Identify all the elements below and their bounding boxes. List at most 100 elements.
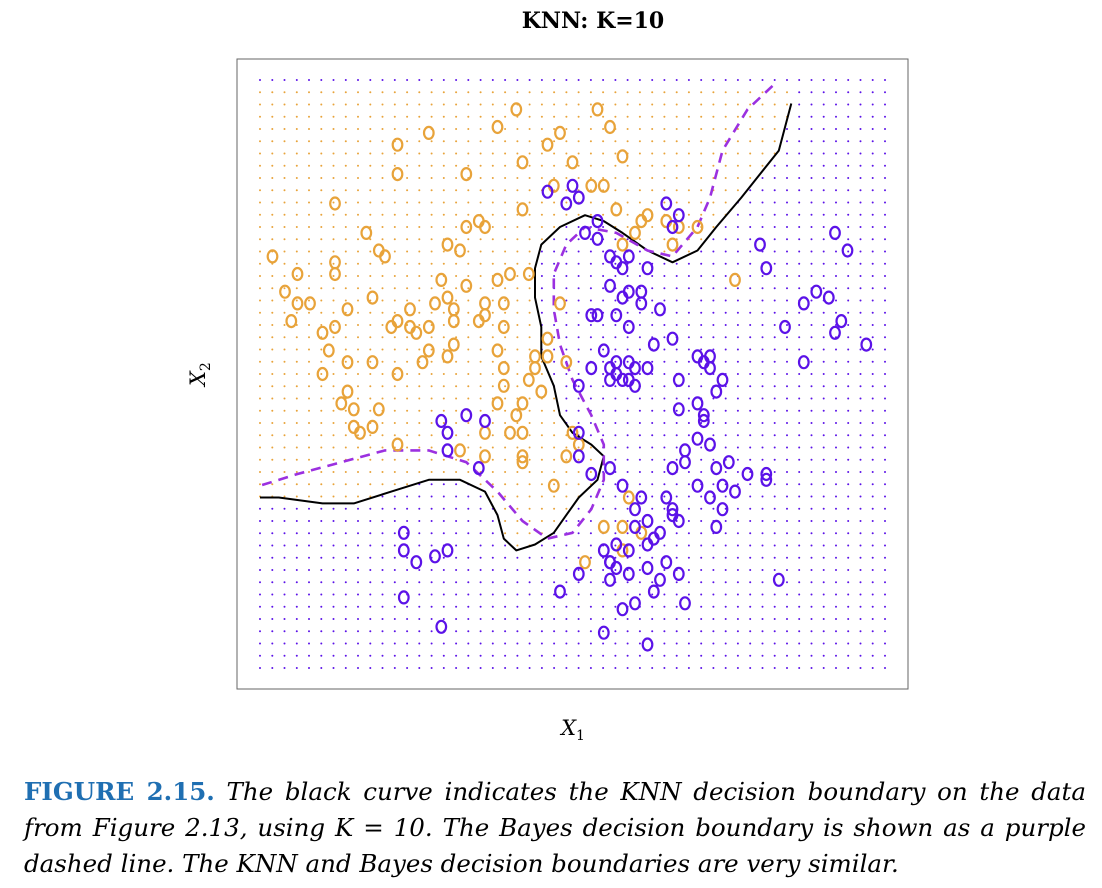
grid-dot xyxy=(528,128,531,130)
grid-dot xyxy=(565,128,568,130)
grid-dot xyxy=(295,397,298,400)
grid-dot xyxy=(271,544,274,547)
grid-dot xyxy=(332,409,335,412)
grid-dot xyxy=(479,495,482,498)
grid-dot xyxy=(700,618,703,620)
grid-dot xyxy=(577,128,580,130)
grid-dot xyxy=(651,507,654,510)
grid-dot xyxy=(638,238,641,241)
grid-dot xyxy=(381,311,384,314)
grid-dot xyxy=(871,397,874,400)
grid-dot xyxy=(430,642,433,645)
grid-dot xyxy=(638,128,641,130)
orange-class-point xyxy=(479,308,491,323)
grid-dot xyxy=(283,287,286,290)
grid-dot xyxy=(761,385,764,388)
grid-dot xyxy=(871,164,874,167)
grid-dot xyxy=(724,642,727,645)
grid-dot xyxy=(504,581,507,584)
grid-dot xyxy=(589,348,592,351)
grid-dot xyxy=(479,654,482,657)
grid-dot xyxy=(687,642,690,645)
grid-dot xyxy=(553,471,556,473)
blue-class-point xyxy=(666,331,679,346)
grid-dot xyxy=(847,605,850,608)
grid-dot xyxy=(344,79,347,81)
grid-dot xyxy=(540,409,543,412)
grid-dot xyxy=(687,471,690,473)
grid-dot xyxy=(259,581,261,584)
grid-dot xyxy=(847,238,850,241)
orange-class-point xyxy=(322,343,335,358)
grid-dot xyxy=(675,360,678,363)
grid-dot xyxy=(516,581,519,584)
grid-dot xyxy=(565,581,568,584)
grid-dot xyxy=(736,397,739,400)
grid-dot xyxy=(736,642,739,645)
grid-dot xyxy=(283,91,286,94)
grid-dot xyxy=(271,446,274,449)
grid-dot xyxy=(381,495,384,498)
grid-dot xyxy=(761,128,764,130)
grid-dot xyxy=(589,128,592,130)
grid-dot xyxy=(884,581,886,584)
grid-dot xyxy=(455,262,458,265)
grid-dot xyxy=(663,520,666,522)
grid-dot xyxy=(406,434,409,437)
grid-dot xyxy=(847,483,850,486)
grid-dot xyxy=(589,140,592,143)
grid-dot xyxy=(308,581,310,584)
grid-dot xyxy=(859,385,862,388)
grid-dot xyxy=(455,299,458,302)
orange-class-point xyxy=(541,137,554,152)
grid-dot xyxy=(332,458,335,461)
grid-dot xyxy=(393,520,396,522)
grid-dot xyxy=(675,152,678,155)
orange-class-point xyxy=(497,296,510,311)
grid-dot xyxy=(455,226,458,228)
grid-dot xyxy=(761,458,764,461)
grid-dot xyxy=(357,79,359,81)
grid-dot xyxy=(455,593,458,596)
grid-dot xyxy=(455,189,458,192)
grid-dot xyxy=(455,385,458,388)
grid-dot xyxy=(626,103,629,106)
grid-dot xyxy=(871,556,874,559)
grid-dot xyxy=(589,324,592,326)
grid-dot xyxy=(259,103,261,106)
grid-dot xyxy=(614,103,617,106)
grid-dot xyxy=(663,507,666,510)
grid-dot xyxy=(786,348,788,351)
grid-dot xyxy=(553,483,556,486)
grid-dot xyxy=(749,140,752,143)
grid-dot xyxy=(847,409,850,412)
grid-dot xyxy=(332,654,335,657)
grid-dot xyxy=(859,630,862,633)
grid-dot xyxy=(283,667,286,669)
orange-class-point xyxy=(629,225,641,240)
grid-dot xyxy=(467,630,470,633)
grid-dot xyxy=(516,79,519,81)
grid-dot xyxy=(516,177,519,179)
grid-dot xyxy=(602,201,605,204)
grid-dot xyxy=(504,201,507,204)
grid-dot xyxy=(308,91,310,94)
grid-dot xyxy=(602,642,605,645)
grid-dot xyxy=(798,422,801,424)
grid-dot xyxy=(810,250,813,253)
grid-dot xyxy=(504,79,507,81)
grid-dot xyxy=(835,458,837,461)
grid-dot xyxy=(724,495,727,498)
grid-dot xyxy=(467,422,470,424)
orange-class-point xyxy=(447,314,460,329)
grid-dot xyxy=(687,336,690,339)
grid-dot xyxy=(430,140,433,143)
grid-dot xyxy=(283,311,286,314)
grid-dot xyxy=(700,520,703,522)
grid-dot xyxy=(822,348,825,351)
grid-dot xyxy=(810,544,813,547)
grid-dot xyxy=(516,152,519,155)
grid-dot xyxy=(638,79,641,81)
grid-dot xyxy=(553,581,556,584)
grid-dot xyxy=(847,164,850,167)
